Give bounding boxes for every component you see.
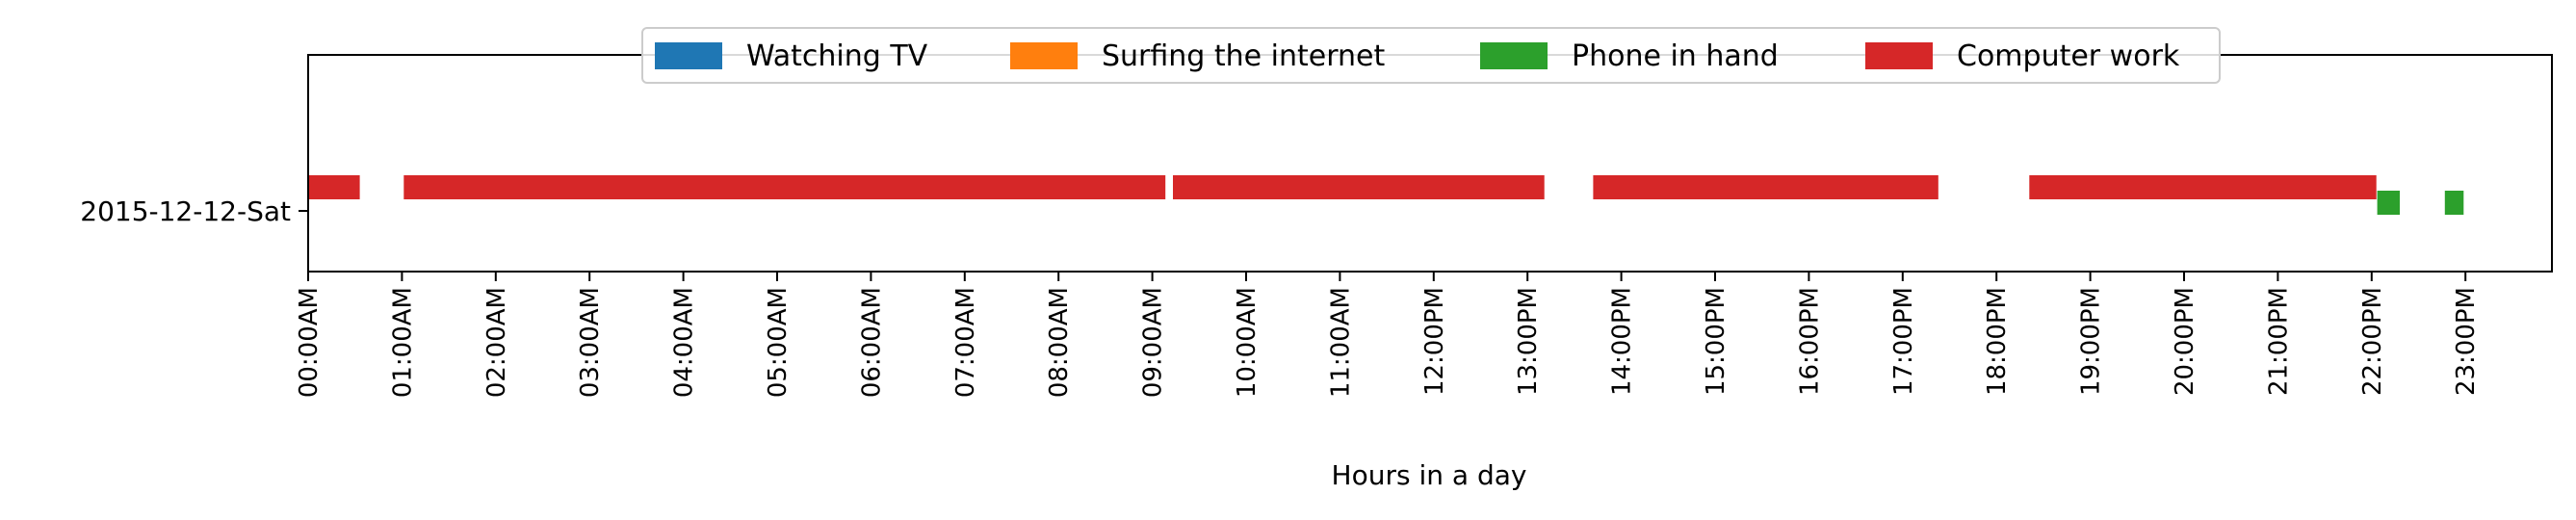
legend-label-computer-work: Computer work [1957,39,2180,73]
bar-computer-work-2 [1173,175,1545,199]
legend-swatch-phone-in-hand [1480,42,1548,69]
bar-phone-in-hand-0 [2377,191,2400,215]
x-tick-label: 00:00AM [295,287,324,398]
bar-computer-work-4 [2029,175,2377,199]
x-tick-label: 10:00AM [1233,287,1262,398]
legend-label-watching-tv: Watching TV [746,39,928,73]
x-tick-label: 16:00PM [1795,287,1824,396]
x-tick-label: 23:00PM [2452,287,2481,396]
legend-label-surfing-the-internet: Surfing the internet [1102,39,1385,73]
bar-computer-work-3 [1593,175,1939,199]
x-tick-label: 02:00AM [482,287,511,398]
bar-computer-work-0 [308,175,360,199]
row-axis: 2015-12-12-Sat [80,195,308,227]
x-tick-label: 08:00AM [1045,287,1074,398]
x-tick-label: 18:00PM [1983,287,2012,396]
x-tick-label: 20:00PM [2171,287,2199,396]
x-tick-label: 17:00PM [1889,287,1918,396]
x-tick-label: 11:00AM [1326,287,1355,398]
x-tick-label: 04:00AM [670,287,699,398]
x-tick-label: 05:00AM [764,287,793,398]
x-tick-label: 03:00AM [576,287,605,398]
legend-label-phone-in-hand: Phone in hand [1572,39,1779,73]
x-tick-label: 09:00AM [1139,287,1168,398]
row-label: 2015-12-12-Sat [80,195,291,227]
legend: Watching TV Surfing the internet Phone in … [641,27,2221,84]
x-axis: 00:00AM 01:00AM 02:00AM 03:00AM 04:00AM 05:00… [295,272,2481,398]
legend-swatch-computer-work [1865,42,1933,69]
bar-computer-work-1 [403,175,1166,199]
x-tick-label: 22:00PM [2358,287,2387,396]
legend-swatch-surfing-the-internet [1010,42,1078,69]
x-tick-label: 06:00AM [857,287,886,398]
x-tick-label: 01:00AM [388,287,417,398]
x-tick-label: 12:00PM [1420,287,1449,396]
x-tick-label: 21:00PM [2264,287,2293,396]
x-tick-label: 15:00PM [1702,287,1730,396]
legend-swatch-watching-tv [655,42,722,69]
x-tick-label: 14:00PM [1608,287,1637,396]
x-axis-label: Hours in a day [1332,459,1527,491]
bar-phone-in-hand-1 [2444,191,2464,215]
bars-layer [308,175,2464,215]
x-tick-label: 13:00PM [1514,287,1543,396]
x-tick-label: 19:00PM [2077,287,2106,396]
x-tick-label: 07:00AM [951,287,980,398]
